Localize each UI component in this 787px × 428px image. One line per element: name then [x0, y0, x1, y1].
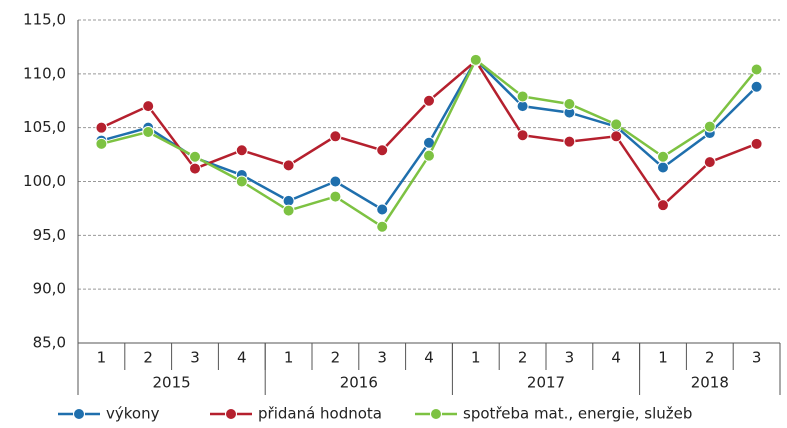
y-tick-label: 90,0	[33, 280, 66, 298]
marker	[142, 100, 155, 113]
y-tick-label: 115,0	[23, 11, 66, 29]
y-tick-label: 85,0	[33, 334, 66, 352]
group-label: 2018	[691, 374, 729, 392]
legend-label: přidaná hodnota	[258, 405, 382, 423]
marker	[657, 199, 669, 212]
marker	[329, 175, 342, 188]
group-label: 2015	[153, 374, 191, 392]
marker	[376, 220, 389, 233]
marker	[750, 137, 763, 150]
marker	[469, 53, 482, 66]
marker	[142, 125, 155, 138]
marker	[750, 63, 763, 76]
legend-marker	[430, 408, 442, 420]
marker	[657, 161, 669, 174]
x-tick-label: 2	[518, 349, 528, 367]
marker	[610, 118, 623, 131]
marker	[189, 150, 201, 163]
y-tick-label: 110,0	[23, 64, 66, 82]
x-tick-label: 2	[331, 349, 341, 367]
marker	[95, 121, 108, 134]
marker	[610, 130, 623, 143]
group-label: 2016	[340, 374, 378, 392]
x-tick-label: 3	[377, 349, 387, 367]
marker	[703, 156, 716, 169]
x-tick-label: 2	[705, 349, 715, 367]
marker	[189, 162, 201, 175]
group-label: 2017	[527, 374, 565, 392]
legend-marker	[73, 408, 85, 420]
x-tick-label: 1	[97, 349, 107, 367]
marker	[235, 144, 248, 157]
marker	[329, 190, 342, 203]
x-tick-label: 1	[284, 349, 294, 367]
marker	[329, 130, 342, 143]
marker	[376, 203, 389, 216]
x-tick-label: 4	[237, 349, 247, 367]
marker	[376, 144, 389, 157]
x-tick-label: 3	[565, 349, 575, 367]
x-tick-label: 3	[752, 349, 762, 367]
marker	[95, 137, 108, 150]
y-tick-label: 95,0	[33, 226, 66, 244]
marker	[423, 149, 435, 162]
legend-marker	[225, 408, 237, 420]
line	[101, 57, 758, 212]
marker	[750, 80, 763, 93]
legend-label: výkony	[106, 405, 160, 423]
marker	[563, 135, 576, 148]
marker	[235, 175, 248, 188]
x-tick-label: 1	[658, 349, 668, 367]
marker	[282, 204, 295, 217]
marker	[703, 120, 716, 133]
marker	[282, 159, 295, 172]
x-tick-label: 3	[190, 349, 200, 367]
marker	[516, 129, 529, 142]
marker	[516, 90, 529, 103]
line	[100, 59, 758, 208]
x-tick-label: 1	[471, 349, 481, 367]
marker	[423, 94, 435, 107]
x-tick-label: 2	[143, 349, 153, 367]
x-tick-label: 4	[611, 349, 621, 367]
legend-label: spotřeba mat., energie, služeb	[463, 405, 692, 423]
y-tick-label: 105,0	[23, 118, 66, 136]
x-tick-label: 4	[424, 349, 434, 367]
marker	[563, 97, 576, 110]
marker	[657, 150, 669, 163]
y-tick-label: 100,0	[23, 172, 66, 190]
